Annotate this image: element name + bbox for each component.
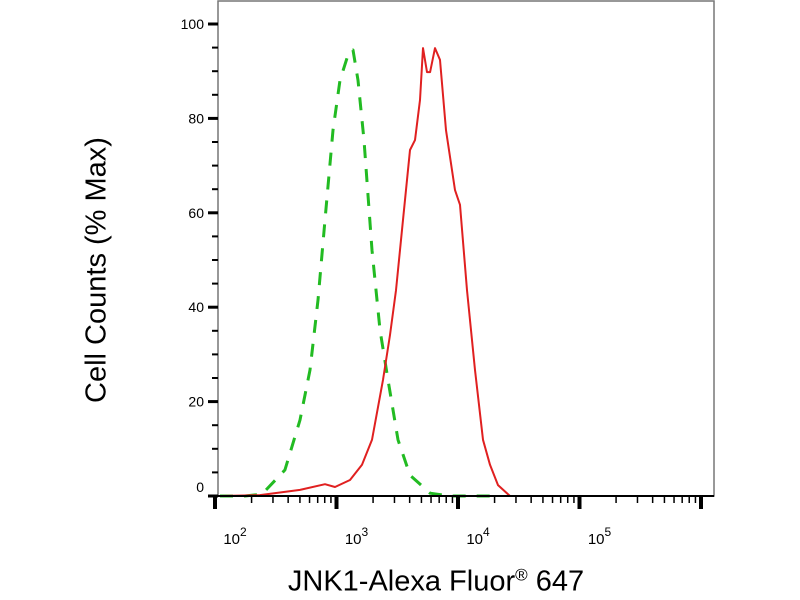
x-tick-label: 103 bbox=[345, 525, 369, 548]
x-tick-label: 105 bbox=[588, 525, 612, 548]
control-histogram-line bbox=[220, 48, 490, 498]
y-axis-label: Cell Counts (% Max) bbox=[80, 137, 113, 403]
y-tick-label: 60 bbox=[188, 205, 204, 221]
plot-frame bbox=[217, 0, 715, 497]
x-axis-label: JNK1-Alexa Fluor® 647 bbox=[287, 565, 585, 598]
x-tick-label: 102 bbox=[223, 525, 247, 548]
sample-histogram-line bbox=[219, 47, 713, 497]
y-tick-label: 40 bbox=[188, 299, 204, 315]
y-tick-label: 80 bbox=[188, 110, 204, 126]
y-tick-label: 100 bbox=[181, 16, 205, 32]
registered-mark: ® bbox=[515, 565, 528, 585]
y-tick-label: 20 bbox=[188, 394, 204, 410]
y-tick-label: 0 bbox=[196, 479, 204, 495]
x-tick-label: 104 bbox=[466, 525, 490, 548]
